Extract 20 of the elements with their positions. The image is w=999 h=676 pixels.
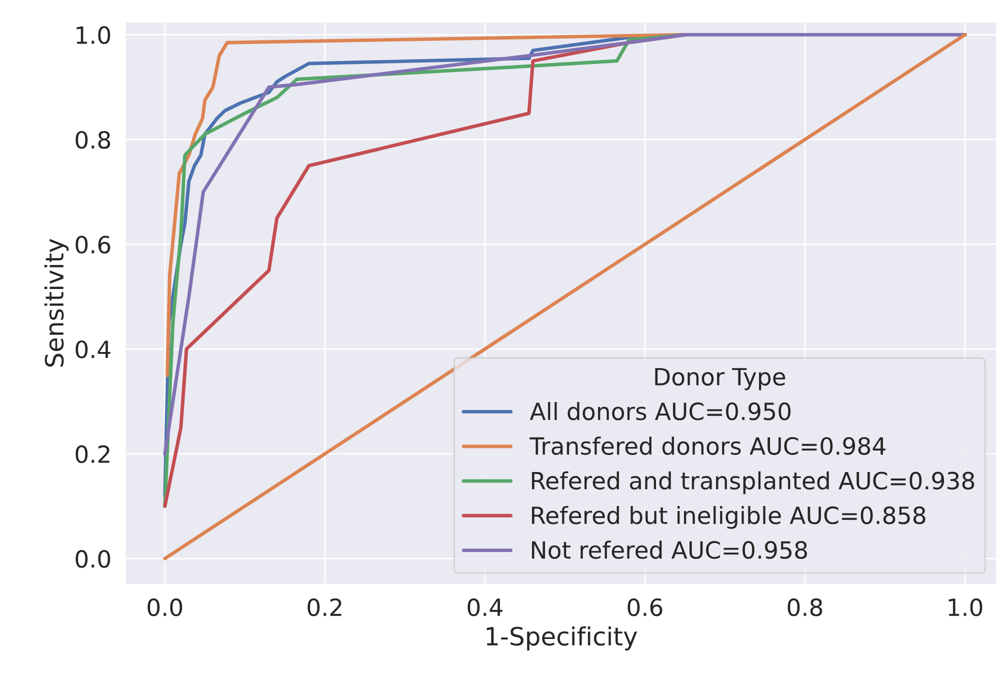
x-tick-label: 0.4	[468, 598, 502, 616]
legend-title: Donor Type	[655, 368, 786, 390]
y-tick-label: 0.0	[76, 550, 110, 568]
legend-label: Transfered donors AUC=0.984	[530, 436, 886, 455]
x-tick-label: 0.8	[788, 598, 822, 616]
y-tick-label: 0.4	[76, 340, 110, 358]
y-tick-label: 0.8	[76, 130, 110, 149]
y-tick-label: 0.6	[76, 236, 110, 254]
legend-label: Not refered AUC=0.958	[532, 540, 807, 559]
y-tick-label: 1.0	[76, 26, 110, 44]
legend-label: Refered but ineligible AUC=0.858	[532, 506, 926, 529]
x-tick-label: 0.6	[628, 598, 662, 616]
x-tick-label: 0.0	[148, 598, 182, 616]
legend-label: Refered and transplanted AUC=0.938	[532, 471, 974, 494]
y-tick-label: 0.2	[76, 445, 110, 464]
x-tick-label: 1.0	[948, 598, 982, 616]
x-axis-title: 1-Specificity	[486, 626, 638, 651]
y-axis-title: Sensitivity	[44, 238, 69, 367]
legend-label: All donors AUC=0.950	[530, 402, 791, 420]
x-tick-label: 0.2	[308, 598, 342, 616]
